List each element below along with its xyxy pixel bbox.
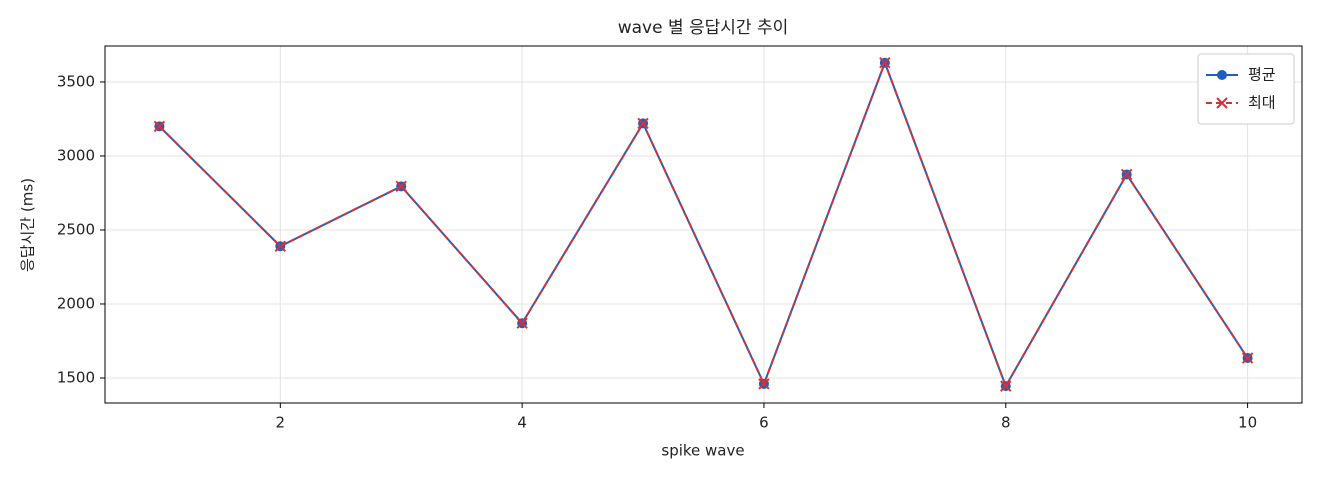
y-tick-label: 2000: [57, 294, 95, 312]
marker: [1000, 380, 1012, 392]
legend-marker: [1217, 70, 1227, 80]
x-tick-label: 2: [276, 414, 286, 432]
plot-frame: [104, 45, 1303, 404]
x-tick-label: 10: [1238, 414, 1257, 432]
marker: [1120, 168, 1133, 181]
legend-label: 평균: [1248, 66, 1276, 84]
marker: [1241, 352, 1254, 364]
y-tick-label: 3000: [57, 146, 95, 164]
marker: [516, 317, 528, 329]
chart-title: wave 별 응답시간 추이: [618, 18, 789, 38]
y-tick-label: 3500: [57, 72, 95, 90]
marker: [879, 57, 891, 69]
legend-box: [1197, 53, 1295, 125]
x-tick-label: 8: [1001, 414, 1011, 432]
marker: [395, 180, 407, 193]
legend-marker: [1216, 97, 1228, 109]
y-axis-label: 응답시간 (ms): [19, 178, 37, 272]
x-tick-label: 6: [759, 414, 769, 432]
x-axis-label: spike wave: [661, 442, 744, 460]
marker: [758, 378, 770, 390]
marker: [274, 240, 287, 252]
y-tick-label: 1500: [57, 368, 95, 386]
marker: [637, 117, 649, 130]
y-tick-label: 2500: [57, 220, 95, 238]
legend-label: 최대: [1248, 94, 1276, 112]
series-line: [158, 59, 1249, 389]
marker: [153, 120, 166, 133]
x-tick-label: 4: [517, 414, 527, 432]
